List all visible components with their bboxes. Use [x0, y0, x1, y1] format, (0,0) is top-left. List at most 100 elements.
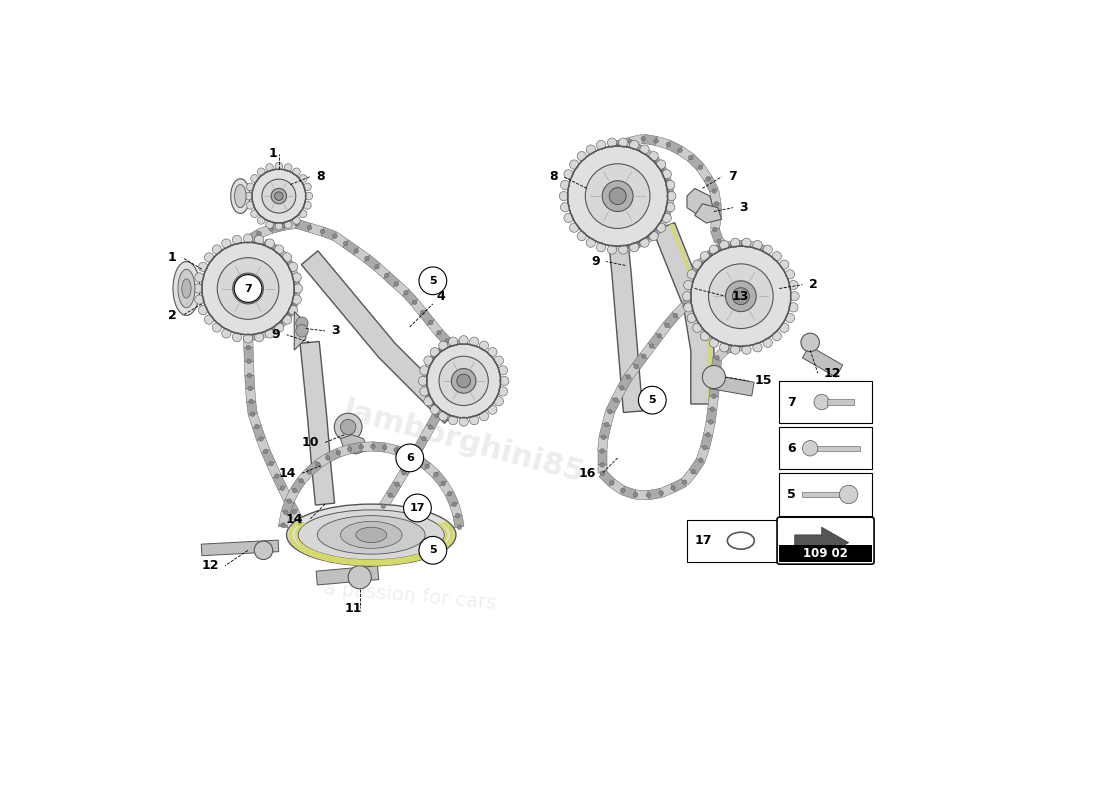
Circle shape [257, 168, 265, 176]
Polygon shape [341, 435, 367, 454]
Circle shape [564, 214, 573, 222]
Circle shape [430, 347, 440, 357]
Circle shape [283, 315, 292, 324]
Circle shape [449, 337, 458, 346]
Circle shape [430, 405, 440, 414]
Circle shape [274, 474, 279, 478]
Circle shape [710, 407, 715, 411]
Polygon shape [597, 451, 607, 465]
Circle shape [730, 345, 740, 354]
Circle shape [246, 345, 251, 350]
Circle shape [254, 235, 264, 245]
Circle shape [396, 444, 424, 472]
Circle shape [772, 331, 781, 341]
Circle shape [785, 314, 794, 322]
Circle shape [429, 346, 498, 415]
Circle shape [629, 140, 639, 150]
Circle shape [730, 238, 740, 247]
Polygon shape [706, 409, 717, 422]
Circle shape [662, 214, 671, 222]
Circle shape [408, 459, 412, 464]
Circle shape [689, 155, 693, 160]
Circle shape [649, 231, 658, 241]
Circle shape [719, 241, 729, 250]
Polygon shape [442, 408, 453, 420]
Circle shape [294, 284, 302, 293]
Polygon shape [597, 437, 608, 451]
Circle shape [326, 455, 330, 460]
Circle shape [198, 262, 208, 271]
Circle shape [682, 291, 692, 301]
Polygon shape [270, 221, 285, 234]
Circle shape [332, 234, 338, 238]
Circle shape [629, 242, 639, 252]
Circle shape [402, 470, 406, 475]
Circle shape [498, 366, 507, 375]
Polygon shape [284, 302, 298, 316]
Circle shape [388, 493, 393, 498]
Text: 14: 14 [286, 513, 304, 526]
Polygon shape [337, 445, 351, 457]
Polygon shape [689, 272, 698, 280]
Circle shape [433, 472, 438, 477]
Polygon shape [364, 255, 380, 270]
Polygon shape [716, 238, 732, 253]
Circle shape [280, 522, 286, 527]
Circle shape [706, 433, 711, 437]
Text: 14: 14 [278, 467, 296, 480]
Polygon shape [301, 250, 460, 423]
Circle shape [337, 450, 341, 455]
Circle shape [444, 339, 449, 343]
Circle shape [404, 494, 431, 522]
Polygon shape [414, 437, 428, 453]
Circle shape [202, 242, 295, 334]
Circle shape [618, 245, 628, 254]
Circle shape [640, 238, 649, 247]
Circle shape [693, 249, 789, 344]
Circle shape [243, 334, 253, 343]
Text: 7: 7 [244, 283, 252, 294]
Circle shape [600, 471, 605, 476]
Text: 5: 5 [786, 488, 795, 501]
Polygon shape [691, 261, 705, 276]
Polygon shape [443, 338, 459, 353]
Polygon shape [608, 140, 622, 150]
Circle shape [814, 394, 829, 410]
Circle shape [618, 138, 628, 147]
Circle shape [426, 368, 430, 373]
Circle shape [456, 374, 471, 388]
Polygon shape [641, 149, 657, 163]
Circle shape [772, 252, 781, 261]
Circle shape [434, 414, 439, 418]
Circle shape [450, 343, 454, 348]
Circle shape [441, 410, 447, 414]
Circle shape [667, 191, 671, 196]
Circle shape [570, 148, 666, 244]
Circle shape [683, 303, 688, 308]
Circle shape [691, 246, 791, 346]
Circle shape [498, 387, 507, 396]
Circle shape [263, 449, 268, 454]
Circle shape [246, 359, 251, 364]
Circle shape [334, 414, 362, 441]
Polygon shape [631, 142, 647, 156]
Circle shape [254, 424, 260, 429]
Circle shape [609, 188, 626, 205]
Circle shape [657, 160, 665, 169]
Circle shape [293, 295, 301, 304]
Circle shape [631, 145, 636, 150]
Circle shape [459, 336, 469, 345]
Circle shape [741, 345, 751, 354]
Polygon shape [446, 492, 459, 506]
Polygon shape [667, 140, 682, 154]
Circle shape [634, 364, 638, 369]
Polygon shape [618, 374, 632, 390]
Polygon shape [253, 425, 265, 440]
Polygon shape [306, 461, 321, 475]
Circle shape [292, 301, 296, 306]
Circle shape [293, 168, 300, 176]
Circle shape [664, 178, 669, 183]
Circle shape [384, 273, 389, 278]
Polygon shape [245, 230, 262, 245]
Text: 11: 11 [344, 602, 362, 614]
